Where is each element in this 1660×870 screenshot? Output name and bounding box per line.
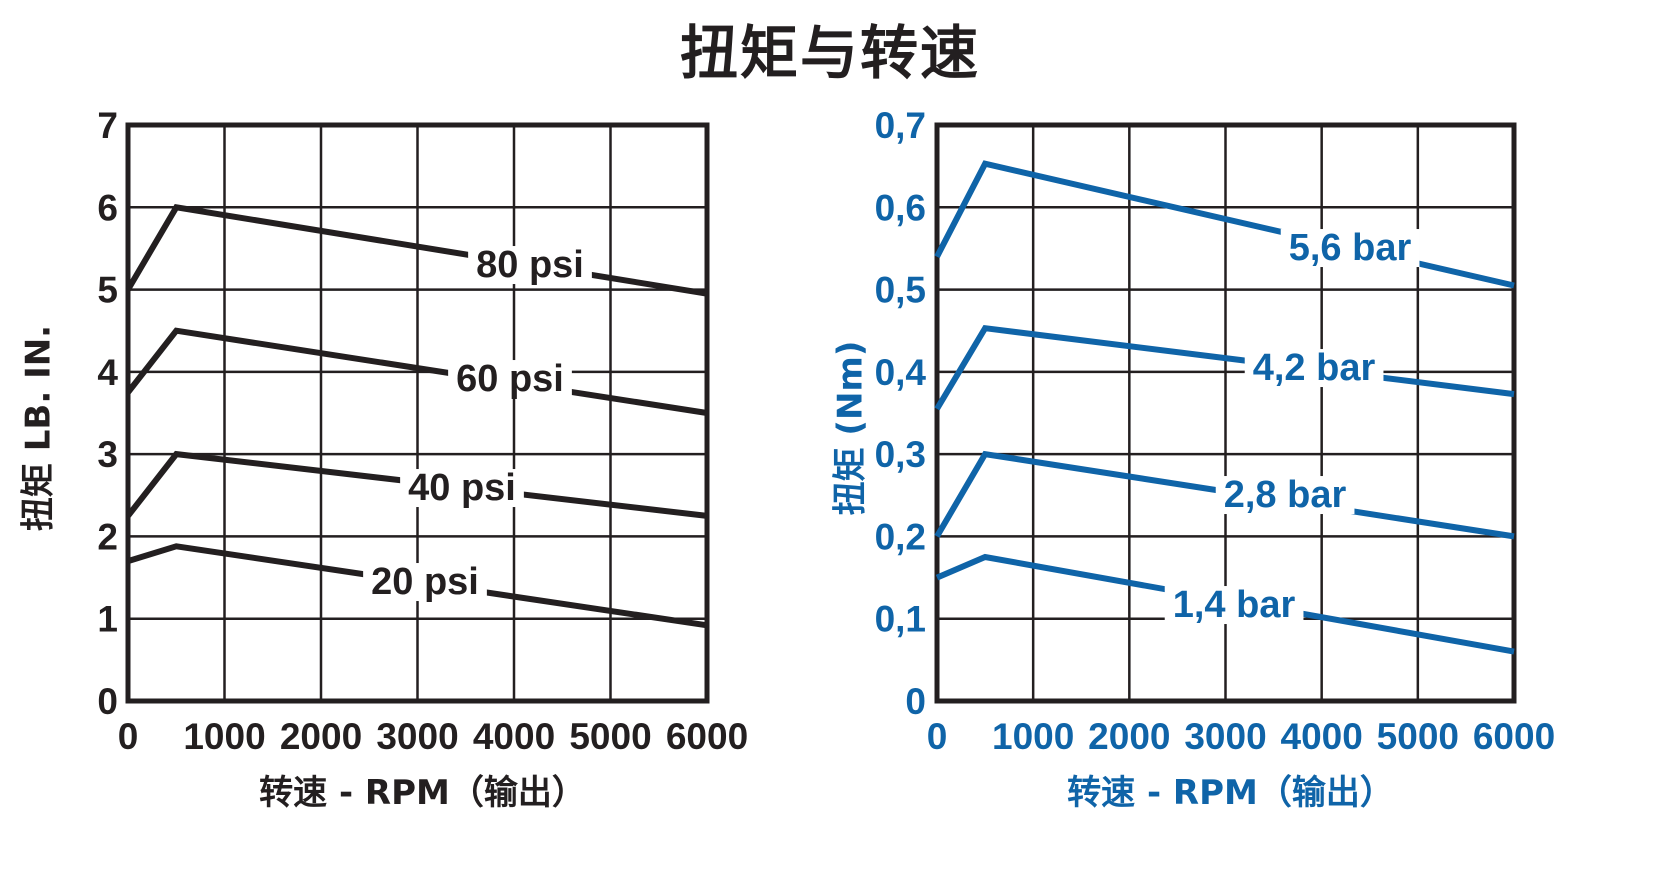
y-tick-label: 6 — [97, 187, 118, 228]
y-tick-label: 0,2 — [875, 516, 926, 557]
y-tick-label: 0 — [97, 681, 118, 722]
y-tick-label: 7 — [97, 105, 118, 146]
x-tick-label: 4000 — [1281, 716, 1363, 757]
series-label-background — [363, 563, 487, 602]
y-tick-label: 1 — [97, 599, 118, 640]
x-tick-label: 1000 — [183, 716, 265, 757]
series-label-background — [468, 246, 592, 285]
series-line — [935, 553, 1515, 655]
series-label-background — [1280, 229, 1420, 268]
x-tick-label: 2000 — [280, 716, 362, 757]
y-tick-label: 4 — [97, 352, 118, 393]
series-label: 20 psi — [371, 561, 479, 603]
x-tick-label: 3000 — [1184, 716, 1266, 757]
series-label: 5,6 bar — [1289, 227, 1412, 269]
chart-2: 5,6 bar 4,2 bar 2,8 bar 1,4 bar 0 1000 2000 300… — [831, 105, 1556, 813]
x-axis-title: 转速 - RPM（输出） — [1067, 773, 1394, 813]
series-label: 1,4 bar — [1173, 584, 1296, 626]
y-tick-label: 3 — [97, 434, 118, 475]
series-label: 80 psi — [476, 244, 584, 286]
series-label: 60 psi — [456, 358, 564, 400]
x-tick-label: 1000 — [992, 716, 1074, 757]
y-tick-label: 5 — [97, 270, 118, 311]
series-label: 4,2 bar — [1253, 347, 1376, 389]
series-line — [127, 543, 708, 629]
y-tick-label: 0,7 — [875, 105, 926, 146]
series-label: 2,8 bar — [1224, 474, 1347, 516]
x-tick-label: 3000 — [376, 716, 458, 757]
x-tick-label: 6000 — [666, 716, 748, 757]
x-axis-title: 转速 - RPM（输出） — [259, 773, 586, 813]
series-label-background — [400, 469, 524, 508]
series-label: 40 psi — [408, 467, 516, 509]
x-tick-label: 2000 — [1088, 716, 1170, 757]
series-label-background — [1164, 586, 1304, 625]
y-tick-label: 0,3 — [875, 434, 926, 475]
y-tick-label: 0,4 — [875, 352, 927, 393]
y-tick-label: 0,6 — [875, 187, 926, 228]
y-tick-label: 2 — [97, 516, 118, 557]
chart-1: 80 psi 60 psi 40 psi 20 psi 0 1000 2000 3000 400… — [19, 105, 749, 813]
plot-frame — [934, 122, 1517, 704]
series-label-background — [448, 360, 572, 399]
x-tick-label: 0 — [118, 716, 139, 757]
y-tick-label: 0 — [905, 681, 926, 722]
y-tick-label: 0,1 — [875, 599, 926, 640]
x-tick-label: 6000 — [1473, 716, 1555, 757]
x-tick-label: 5000 — [569, 716, 651, 757]
series-label-background — [1244, 349, 1384, 388]
y-axis-title: 扭矩 (Nm) — [831, 341, 871, 516]
x-tick-label: 4000 — [473, 716, 555, 757]
page-title: 扭矩与转速 — [679, 19, 980, 87]
y-axis-title: 扭矩 LB. IN. — [19, 325, 59, 531]
series-line — [125, 450, 708, 519]
y-tick-label: 0,5 — [875, 270, 926, 311]
x-tick-label: 5000 — [1377, 716, 1459, 757]
series-label-background — [1215, 476, 1355, 515]
x-tick-label: 0 — [927, 716, 948, 757]
